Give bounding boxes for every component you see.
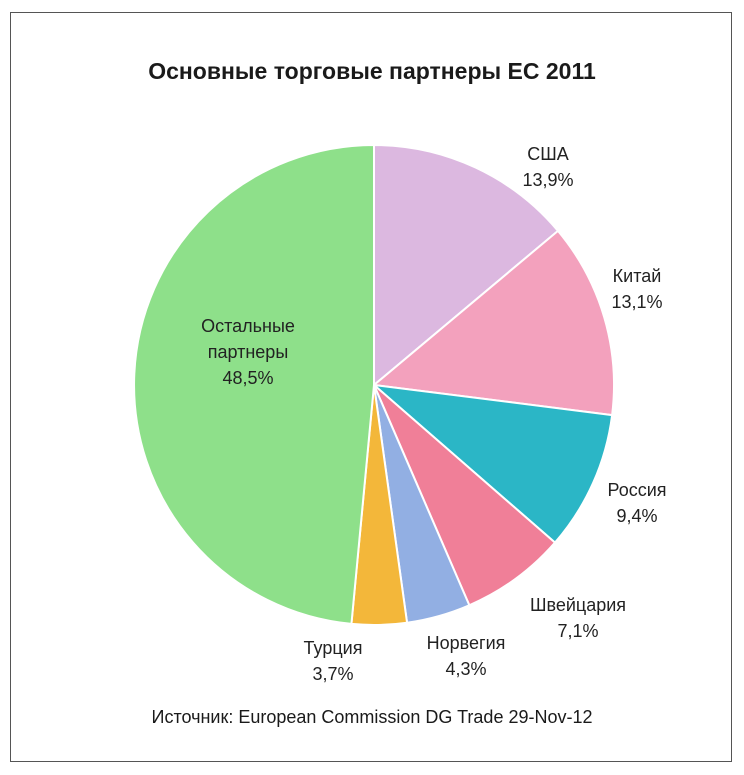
slice-name-label-5: Турция xyxy=(304,638,363,658)
slice-name-label-6: партнеры xyxy=(208,342,289,362)
slice-name-label-1: Китай xyxy=(613,266,662,286)
pie-slice-6 xyxy=(133,143,375,626)
chart-title: Основные торговые партнеры ЕС 2011 xyxy=(148,58,596,84)
source-note: Источник: European Commission DG Trade 2… xyxy=(151,707,593,727)
pie-labels: США 13,9% Китай 13,1% Россия 9,4% Швейцария 7,1… xyxy=(201,144,666,684)
slice-value-label-1: 13,1% xyxy=(611,292,662,312)
slice-name-label-6: Остальные xyxy=(201,316,295,336)
pie-slice-2 xyxy=(370,383,614,544)
slice-value-label-3: 7,1% xyxy=(557,621,598,641)
pie-slice-0 xyxy=(373,143,560,388)
slice-name-label-2: Россия xyxy=(607,480,666,500)
pie-slice-3 xyxy=(373,384,557,607)
slice-value-label-6: 48,5% xyxy=(222,368,273,388)
slice-value-label-4: 4,3% xyxy=(445,659,486,679)
slice-name-label-0: США xyxy=(527,144,569,164)
slice-value-label-2: 9,4% xyxy=(616,506,657,526)
slice-value-label-0: 13,9% xyxy=(522,170,573,190)
slice-name-label-3: Швейцария xyxy=(530,595,626,615)
slice-name-label-4: Норвегия xyxy=(427,633,506,653)
pie-slice-1 xyxy=(371,229,615,417)
slice-value-label-5: 3,7% xyxy=(312,664,353,684)
pie-slices xyxy=(133,143,615,626)
